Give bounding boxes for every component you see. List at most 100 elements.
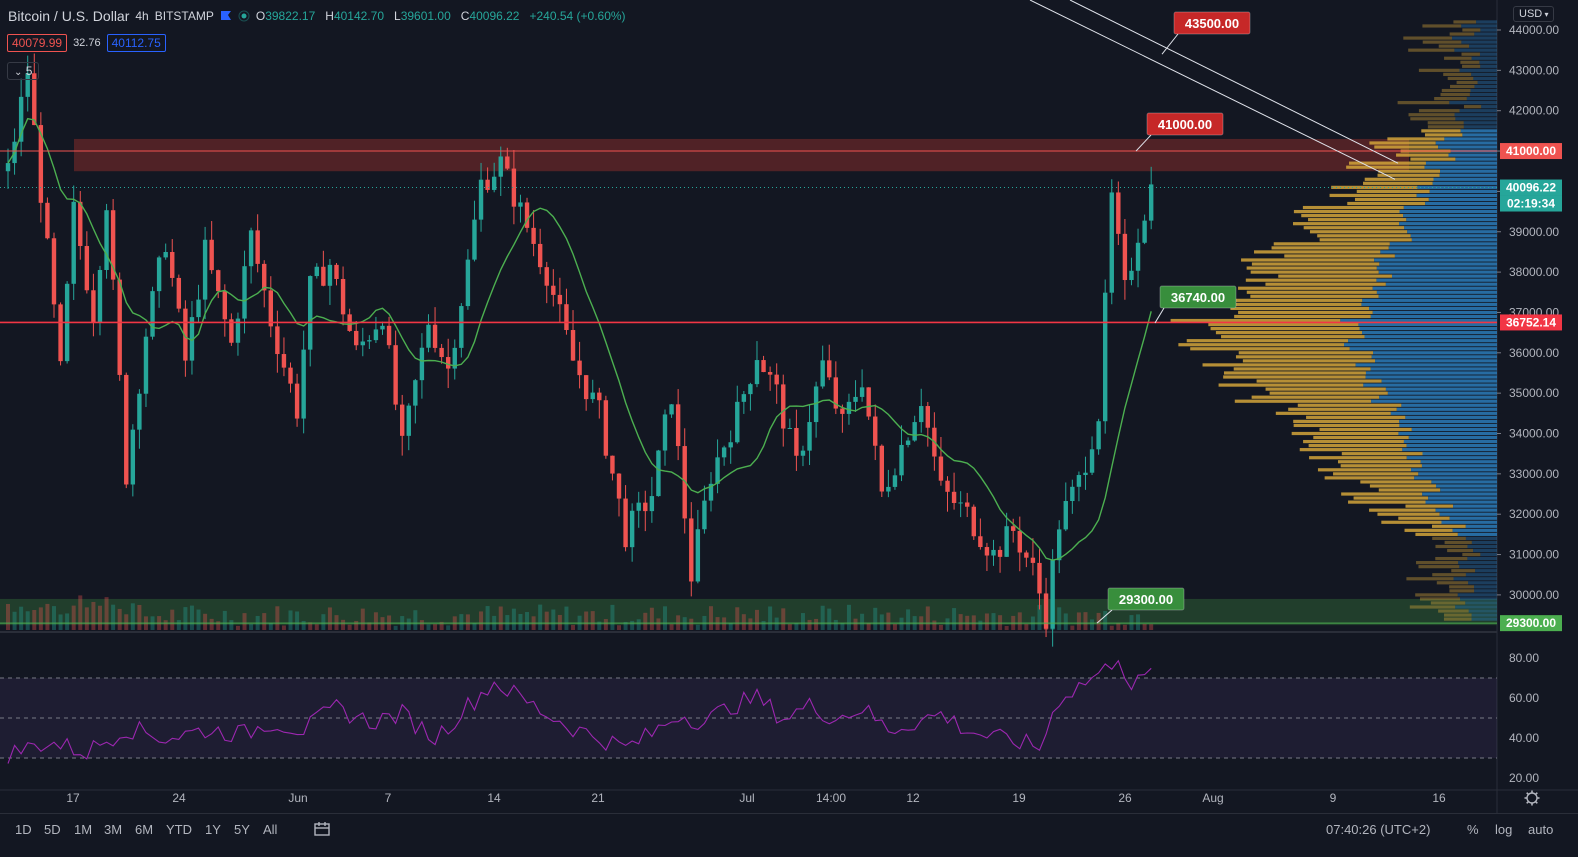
range-1d[interactable]: 1D (15, 822, 32, 837)
volume-bar (367, 622, 372, 630)
volume-profile-buy (1477, 80, 1497, 85)
volume-profile-buy (1385, 387, 1497, 391)
candle-body (485, 179, 490, 190)
candle-body (472, 219, 477, 260)
candle-body (314, 266, 319, 277)
candle-body (853, 396, 858, 402)
volume-profile-sell (1278, 274, 1392, 278)
volume-profile-buy (1388, 246, 1497, 250)
volume-bar (958, 614, 963, 630)
candle-body (491, 176, 497, 190)
volume-profile-sell (1462, 64, 1481, 68)
volume-bar (1076, 612, 1081, 630)
range-all[interactable]: All (263, 822, 278, 837)
open-value: 39822.17 (265, 9, 316, 23)
range-6m[interactable]: 6M (135, 822, 154, 837)
range-5y[interactable]: 5Y (234, 822, 250, 837)
volume-profile-buy (1452, 36, 1497, 40)
candle-body (229, 319, 234, 343)
volume-profile-sell (1341, 452, 1423, 456)
volume-bar (393, 625, 398, 630)
volume-profile-sell (1415, 532, 1458, 536)
price-tick-label: 42000.00 (1509, 104, 1559, 118)
volume-bar (597, 621, 602, 630)
range-5d[interactable]: 5D (44, 822, 61, 837)
volume-profile-buy (1410, 234, 1497, 238)
candle-body (695, 529, 701, 582)
volume-profile-buy (1470, 88, 1497, 93)
rsi-tick-label: 40.00 (1509, 731, 1539, 745)
currency-selector[interactable]: USD ▾ (1513, 6, 1555, 22)
open-label: O (255, 9, 266, 23)
range-1y[interactable]: 1Y (205, 822, 221, 837)
candle-body (886, 486, 891, 492)
log-toggle[interactable]: log (1495, 822, 1513, 837)
trendline (1069, 0, 1399, 164)
volume-profile-buy (1385, 282, 1497, 286)
volume-profile-sell (1275, 411, 1391, 415)
volume-profile-sell (1250, 294, 1379, 298)
range-3m[interactable]: 3M (104, 822, 123, 837)
candle-body (419, 347, 425, 381)
symbol-name[interactable]: Bitcoin / U.S. Dollar (8, 8, 130, 24)
candle-body (465, 259, 471, 307)
volume-profile-sell (1273, 242, 1390, 246)
percent-toggle[interactable]: % (1467, 822, 1479, 837)
volume-profile-buy (1459, 565, 1497, 569)
volume-profile-sell (1419, 597, 1461, 601)
candle-body (505, 156, 510, 169)
flag-icon[interactable] (220, 10, 232, 22)
volume-profile-buy (1476, 20, 1497, 24)
volume-bar (465, 614, 470, 630)
interval[interactable]: 4h (135, 9, 149, 23)
candle-body (275, 326, 280, 355)
volume-profile-sell (1254, 250, 1381, 254)
candle-body (1129, 270, 1134, 281)
range-1m[interactable]: 1M (74, 822, 93, 837)
clock[interactable]: 07:40:26 (UTC+2) (1326, 822, 1431, 837)
candle-body (807, 422, 812, 451)
price-tick-label: 44000.00 (1509, 23, 1559, 37)
indicators-toggle[interactable]: ⌄ 5 (7, 62, 40, 80)
callout-box (1159, 285, 1237, 309)
range-ytd[interactable]: YTD (166, 822, 192, 837)
date-range-icon[interactable] (313, 821, 331, 837)
volume-bar (229, 620, 234, 630)
volume-profile-buy (1406, 218, 1497, 222)
volume-bar (111, 604, 116, 630)
buy-button[interactable]: 40112.75 (106, 34, 166, 52)
volume-profile-buy (1452, 528, 1497, 532)
volume-bar (787, 624, 792, 630)
volume-profile-buy (1459, 68, 1497, 72)
gear-icon[interactable] (1524, 790, 1540, 806)
candle-body (78, 201, 83, 247)
volume-bar (768, 606, 773, 630)
volume-profile-buy (1480, 64, 1497, 68)
volume-profile-sell (1449, 585, 1475, 589)
volume-profile-buy (1416, 193, 1497, 198)
candle-body (117, 279, 122, 375)
candle-body (603, 400, 609, 456)
volume-bar (708, 606, 713, 630)
volume-bar (748, 618, 753, 630)
candle-body (354, 330, 359, 346)
volume-bar (571, 624, 576, 630)
volume-profile-sell (1242, 359, 1376, 363)
resistance-zone (74, 138, 1409, 172)
volume-bar (1070, 625, 1075, 630)
volume-bar (840, 623, 845, 630)
candle-body (393, 345, 398, 405)
auto-toggle[interactable]: auto (1528, 822, 1554, 837)
volume-profile-sell (1453, 20, 1477, 24)
high-value: 40142.70 (333, 9, 384, 23)
sell-button[interactable]: 40079.99 (7, 34, 68, 52)
candle-body (951, 491, 957, 503)
volume-profile-sell (1462, 552, 1481, 557)
volume-profile-sell (1308, 444, 1407, 448)
volume-bar (176, 620, 181, 630)
volume-profile-sell (1443, 617, 1472, 621)
volume-profile-buy (1474, 589, 1497, 593)
volume-profile-buy (1369, 306, 1497, 311)
candle-body (544, 267, 549, 286)
